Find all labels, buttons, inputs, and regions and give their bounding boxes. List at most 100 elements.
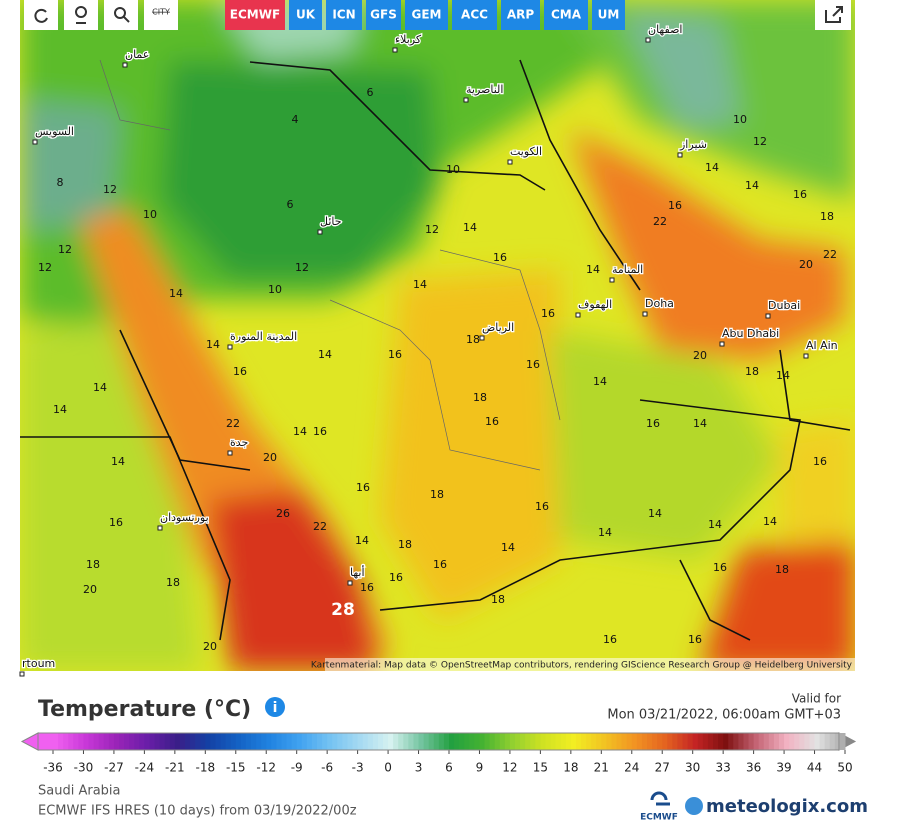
temperature-label: 14 [763, 515, 777, 528]
temperature-label: 14 [111, 455, 125, 468]
colorbar-segment [794, 733, 800, 750]
colorbar-segment [78, 733, 84, 750]
zoom-button[interactable] [104, 0, 138, 30]
colorbar-segment [311, 733, 318, 750]
colorbar-tick-label: -27 [104, 761, 124, 775]
model-button[interactable] [326, 0, 362, 30]
colorbar-segment [185, 733, 191, 750]
colorbar-segment [682, 733, 689, 750]
colorbar-segment [652, 733, 658, 750]
colorbar-segment [768, 733, 775, 750]
colorbar-segment [581, 733, 587, 750]
colorbar-tick-label: 6 [445, 761, 453, 775]
colorbar-segment [748, 733, 755, 750]
colorbar-segment [692, 733, 699, 750]
model-button[interactable] [452, 0, 497, 30]
colorbar-segment [129, 733, 135, 750]
colorbar-segment [728, 733, 734, 750]
colorbar-segment [601, 733, 607, 750]
model-button[interactable] [225, 0, 285, 30]
city-button[interactable] [144, 0, 178, 30]
colorbar-segment [352, 733, 359, 750]
temperature-label: 18 [820, 210, 834, 223]
colorbar-tick-label: 9 [476, 761, 484, 775]
temperature-label: 14 [318, 348, 332, 361]
colorbar-tick-label: 12 [502, 761, 517, 775]
colorbar-segment [591, 733, 597, 750]
colorbar-segment [459, 733, 465, 750]
colorbar-segment [763, 733, 770, 750]
colorbar-segment [108, 733, 115, 750]
location-button[interactable] [64, 0, 98, 30]
place-label: الرياض [482, 321, 514, 334]
colorbar-segment [449, 733, 455, 750]
refresh-button[interactable] [24, 0, 58, 30]
colorbar-tick-label: 30 [685, 761, 700, 775]
temperature-label: 10 [446, 163, 460, 176]
temperature-label: 22 [653, 215, 667, 228]
colorbar-segment [235, 733, 242, 750]
colorbar-arrow-left [20, 732, 39, 751]
temperature-label: 12 [58, 243, 72, 256]
colorbar-tick-label: -36 [43, 761, 63, 775]
colorbar-segment [256, 733, 262, 750]
place-label: بورتسودان [160, 511, 209, 524]
model-button[interactable] [592, 0, 625, 30]
colorbar-segment [662, 733, 668, 750]
colorbar-segment [98, 733, 105, 750]
colorbar-segment [251, 733, 257, 750]
model-button-label: ARP [507, 8, 535, 22]
colorbar-segment [240, 733, 247, 750]
model-button-label: GEM [412, 8, 442, 22]
colorbar-tick-label: -21 [165, 761, 185, 775]
place-dot [227, 450, 233, 456]
colorbar-segment [301, 733, 308, 750]
model-button-label: ACC [461, 8, 488, 22]
model-button-label: ICN [332, 8, 355, 22]
colorbar-segment [134, 733, 140, 750]
colorbar-segment [38, 733, 53, 750]
info-button[interactable] [265, 697, 285, 717]
colorbar-segment [190, 733, 196, 750]
place-dot [507, 159, 513, 165]
colorbar-segment [281, 733, 288, 750]
temperature-label: 14 [693, 417, 707, 430]
place-label: المنامة [612, 263, 643, 276]
colorbar-segment [829, 733, 836, 750]
colorbar-segment [784, 733, 790, 750]
colorbar-tick-label: -30 [74, 761, 94, 775]
colorbar-segment [464, 733, 470, 750]
temperature-label: 22 [226, 417, 240, 430]
colorbar-segment [68, 733, 74, 750]
model-button[interactable] [544, 0, 588, 30]
model-button[interactable] [289, 0, 322, 30]
place-label: اصفهان [648, 23, 682, 36]
colorbar-segment [174, 733, 181, 750]
place-dot [19, 671, 25, 677]
temperature-label: 14 [169, 287, 183, 300]
temperature-label: 20 [203, 640, 217, 653]
colorbar-segment [291, 733, 298, 750]
colorbar-tick-label: 33 [716, 761, 731, 775]
colorbar-segment [245, 733, 252, 750]
temperature-label: 16 [356, 481, 370, 494]
colorbar-segment [575, 733, 582, 750]
temperature-label: 16 [535, 500, 549, 513]
temperature-label: 14 [53, 403, 67, 416]
temperature-label: 14 [708, 518, 722, 531]
temperature-label: 16 [646, 417, 660, 430]
colorbar-segment [535, 733, 541, 750]
colorbar-segment [626, 733, 633, 750]
colorbar-segment [332, 733, 338, 750]
temperature-label: 16 [109, 516, 123, 529]
temperature-label: 16 [313, 425, 327, 438]
colorbar-segment [611, 733, 618, 750]
place-dot [609, 277, 615, 283]
place-label: المدينة المنورة [230, 330, 297, 343]
temperature-label: 18 [86, 558, 100, 571]
model-button[interactable] [501, 0, 540, 30]
model-button[interactable] [366, 0, 401, 30]
temperature-label: 14 [413, 278, 427, 291]
model-button[interactable] [405, 0, 448, 30]
